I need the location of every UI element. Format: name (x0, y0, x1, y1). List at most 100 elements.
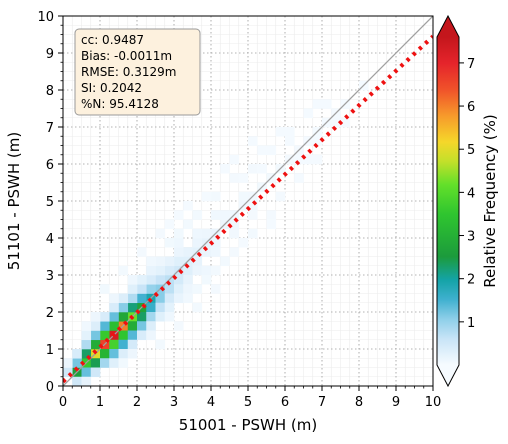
heatmap-cell (164, 293, 175, 304)
heatmap-cell (322, 99, 332, 109)
heatmap-cell (238, 173, 249, 183)
heatmap-cell (118, 349, 129, 359)
heatmap-cell (201, 247, 212, 257)
heatmap-cell (118, 312, 129, 322)
heatmap-cell (312, 99, 323, 109)
stats-rmse: RMSE: 0.3129m (81, 65, 176, 79)
x-axis-label: 51001 - PSWH (m) (179, 416, 317, 434)
heatmap-cell (146, 256, 156, 267)
fit-line (63, 34, 433, 384)
y-tick-label: 3 (46, 269, 54, 284)
colorbar-tick-label: 2 (467, 273, 475, 288)
heatmap-cell (127, 302, 138, 313)
heatmap-cell (201, 275, 212, 285)
heatmap-cell (137, 284, 147, 294)
x-tick-label: 5 (244, 395, 252, 410)
heatmap-cell (275, 191, 286, 202)
heatmap-cell (211, 247, 221, 257)
heatmap-cell (100, 358, 110, 368)
heatmap-cell (220, 256, 230, 267)
x-tick-label: 4 (207, 395, 215, 410)
heatmap-cell (248, 210, 258, 220)
stats-cc: cc: 0.9487 (81, 33, 144, 47)
y-tick-label: 7 (46, 121, 54, 136)
heatmap-cell (109, 312, 119, 322)
heatmap-cell (127, 284, 138, 294)
colorbar-ticks: 1 2 3 4 5 6 7 (459, 57, 475, 331)
heatmap-cell (109, 339, 119, 350)
heatmap-cell (81, 339, 92, 350)
heatmap-cell (146, 284, 156, 294)
heatmap-cell (90, 330, 101, 341)
y-axis-label: 51101 - PSWH (m) (5, 132, 23, 270)
heatmap-cell (192, 302, 203, 313)
heatmap-cell (220, 210, 230, 220)
heatmap-cell (137, 247, 147, 257)
y-tick-labels: 0 1 2 3 4 5 6 7 8 9 10 (37, 10, 54, 395)
heatmap-cell (192, 256, 203, 267)
heatmap-cell (266, 145, 277, 156)
heatmap-cell (137, 275, 147, 285)
heatmap-cell (72, 349, 82, 359)
heatmap-cell (331, 117, 341, 128)
heatmap-cell (183, 219, 193, 230)
heatmap-cell (229, 247, 240, 257)
x-tick-label: 7 (318, 395, 326, 410)
heatmap-cell (174, 284, 184, 294)
heatmap-cell (81, 321, 92, 331)
heatmap-cell (63, 367, 73, 378)
heatmap-cell (229, 173, 240, 183)
heatmap-cell (164, 219, 175, 230)
heatmap-cell (266, 219, 277, 230)
lines (63, 16, 433, 386)
heatmap-cell (109, 358, 119, 368)
heatmap-cell (229, 154, 240, 165)
heatmap-cell (183, 201, 193, 211)
heatmap-cell (211, 210, 221, 220)
heatmap-cell (211, 191, 221, 202)
heatmap-cell (211, 265, 221, 276)
heatmap-cell (137, 330, 147, 341)
x-tick-label: 1 (96, 395, 104, 410)
heatmap-cell (118, 330, 129, 341)
heatmap-cell (127, 339, 138, 350)
heatmap-cell (155, 275, 166, 285)
heatmap-cell (174, 321, 184, 331)
heatmap-cell (109, 293, 119, 304)
heatmap-cell (155, 302, 166, 313)
heatmap-cell (285, 136, 295, 146)
heatmap-cell (118, 265, 129, 276)
heatmap-cell (174, 293, 184, 304)
heatmap-cell (211, 238, 221, 248)
stats-box-frame (74, 28, 201, 116)
heatmap-cell (137, 321, 147, 331)
heatmap-cell (285, 127, 295, 137)
heatmap-cell (201, 191, 212, 202)
axis-ticks (58, 15, 434, 391)
heatmap-cell (164, 312, 175, 322)
heatmap-cell (229, 219, 240, 230)
y-tick-label: 0 (46, 380, 54, 395)
heatmap-cell (164, 302, 175, 313)
heatmap-cell (164, 238, 175, 248)
heatmap-cell (127, 349, 138, 359)
heatmap-cell (137, 312, 147, 322)
heatmap-cell (155, 228, 166, 239)
heatmap-cell (90, 367, 101, 378)
heatmap-cell (164, 284, 175, 294)
heatmap-cell (109, 349, 119, 359)
heatmap-cell (63, 358, 73, 368)
y-tick-label: 2 (46, 306, 54, 321)
heatmap-cell (312, 136, 323, 146)
heatmap-cell (100, 349, 110, 359)
heatmap-cell (229, 228, 240, 239)
heatmap-cell (100, 312, 110, 322)
heatmap-cell (312, 154, 323, 165)
heatmap-cell (109, 321, 119, 331)
heatmap-cell (192, 238, 203, 248)
colorbar-tick-label: 7 (467, 57, 475, 72)
y-tick-label: 9 (46, 47, 54, 62)
y-tick-label: 4 (46, 232, 54, 247)
heatmap-cell (81, 349, 92, 359)
heatmap-cell (294, 173, 304, 183)
